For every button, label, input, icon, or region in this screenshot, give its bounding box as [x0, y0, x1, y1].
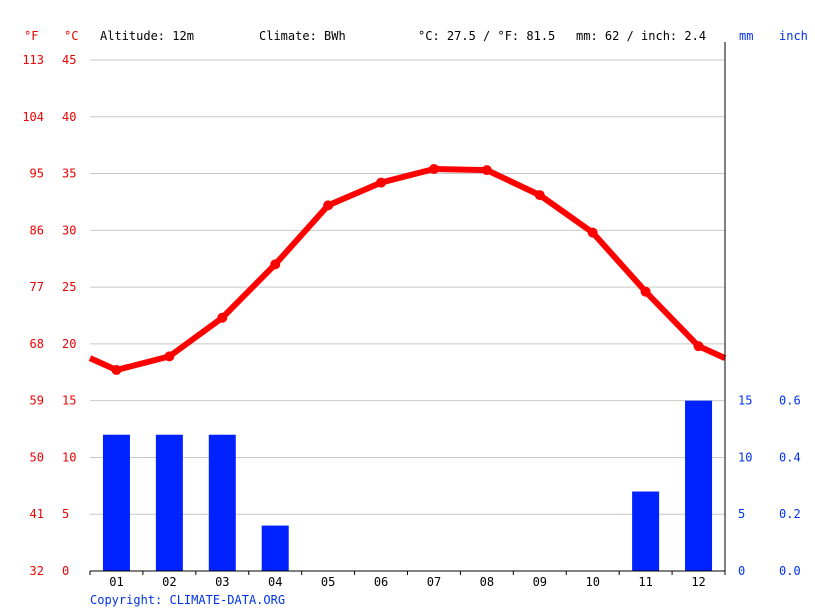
- celsius-tick-label: 0: [62, 564, 69, 578]
- tick-labels: 0325411050155920682577308635954010445113…: [22, 53, 800, 589]
- precipitation-bar: [261, 525, 289, 571]
- fahrenheit-tick-label: 77: [30, 280, 44, 294]
- climate-label: Climate: BWh: [259, 29, 346, 43]
- temperature-point: [587, 227, 598, 238]
- fahrenheit-tick-label: 59: [30, 394, 44, 408]
- temperature-point: [481, 165, 492, 176]
- celsius-tick-label: 40: [62, 110, 76, 124]
- fahrenheit-tick-label: 32: [30, 564, 44, 578]
- fahrenheit-tick-label: 104: [22, 110, 44, 124]
- temperature-point: [376, 177, 387, 188]
- month-label: 05: [321, 575, 335, 589]
- axis-layer: [89, 42, 726, 575]
- celsius-tick-label: 45: [62, 53, 76, 67]
- precipitation-summary: mm: 62 / inch: 2.4: [576, 29, 706, 43]
- inch-unit-label: inch: [779, 29, 808, 43]
- temperature-point: [270, 259, 281, 270]
- celsius-unit-label: °C: [64, 29, 78, 43]
- month-label: 08: [480, 575, 494, 589]
- fahrenheit-tick-label: 113: [22, 53, 44, 67]
- temperature-summary: °C: 27.5 / °F: 81.5: [418, 29, 555, 43]
- mm-tick-label: 0: [738, 564, 745, 578]
- inch-tick-label: 0.2: [779, 507, 801, 521]
- precipitation-bars: [102, 400, 713, 571]
- precipitation-bar: [102, 434, 130, 571]
- month-label: 03: [215, 575, 229, 589]
- fahrenheit-tick-label: 68: [30, 337, 44, 351]
- celsius-tick-label: 10: [62, 450, 76, 464]
- celsius-tick-label: 15: [62, 394, 76, 408]
- celsius-tick-label: 30: [62, 223, 76, 237]
- month-label: 02: [162, 575, 176, 589]
- mm-tick-label: 15: [738, 394, 752, 408]
- inch-tick-label: 0.0: [779, 564, 801, 578]
- temperature-point: [640, 286, 651, 297]
- fahrenheit-tick-label: 86: [30, 223, 44, 237]
- grid-layer: [90, 59, 725, 515]
- celsius-tick-label: 25: [62, 280, 76, 294]
- month-label: 06: [374, 575, 388, 589]
- month-label: 11: [638, 575, 652, 589]
- temperature-point: [164, 351, 175, 362]
- precipitation-bar: [208, 434, 236, 571]
- fahrenheit-tick-label: 50: [30, 450, 44, 464]
- month-label: 10: [585, 575, 599, 589]
- temperature-point: [217, 312, 228, 323]
- temperature-point: [693, 341, 704, 352]
- inch-tick-label: 0.6: [779, 394, 801, 408]
- fahrenheit-tick-label: 95: [30, 167, 44, 181]
- temperature-point: [111, 365, 122, 376]
- temperature-line: [88, 166, 727, 374]
- temperature-point: [534, 190, 545, 201]
- month-label: 04: [268, 575, 282, 589]
- mm-unit-label: mm: [739, 29, 753, 43]
- temperature-point: [323, 200, 334, 211]
- month-label: 07: [427, 575, 441, 589]
- precipitation-bar: [632, 491, 660, 571]
- celsius-tick-label: 35: [62, 167, 76, 181]
- fahrenheit-tick-label: 41: [30, 507, 44, 521]
- inch-tick-label: 0.4: [779, 450, 801, 464]
- celsius-tick-label: 20: [62, 337, 76, 351]
- mm-tick-label: 10: [738, 450, 752, 464]
- fahrenheit-unit-label: °F: [24, 29, 38, 43]
- altitude-label: Altitude: 12m: [100, 29, 194, 43]
- temperature-line-layer: [88, 164, 727, 376]
- precipitation-bar: [685, 400, 713, 571]
- precipitation-bar: [155, 434, 183, 571]
- month-label: 12: [691, 575, 705, 589]
- celsius-tick-label: 5: [62, 507, 69, 521]
- copyright-link[interactable]: Copyright: CLIMATE-DATA.ORG: [90, 593, 285, 607]
- month-label: 01: [109, 575, 123, 589]
- mm-tick-label: 5: [738, 507, 745, 521]
- month-label: 09: [533, 575, 547, 589]
- temperature-point: [428, 164, 439, 175]
